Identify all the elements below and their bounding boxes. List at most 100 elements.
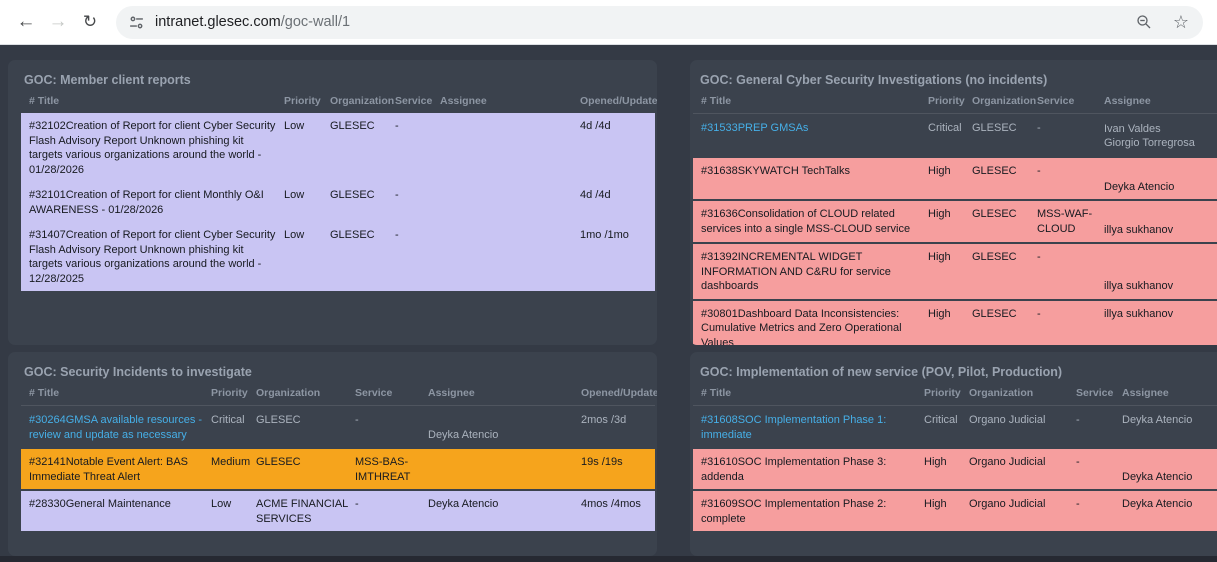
row-title[interactable]: #30264GMSA available resources - review … (21, 407, 211, 447)
row-priority: Critical (924, 414, 958, 426)
site-info-tune-icon[interactable] (128, 14, 145, 31)
row-priority: High (928, 251, 951, 263)
column-header: # Title (701, 95, 732, 107)
row-service: - (355, 414, 359, 426)
column-header: # Title (29, 387, 60, 399)
row-priority: Critical (211, 414, 245, 426)
url-text[interactable]: intranet.glesec.com/goc-wall/1 (155, 14, 350, 30)
row-assignee (440, 222, 580, 291)
row-service: - (1037, 307, 1041, 320)
table-row[interactable]: #31533PREP GMSAs Critical GLESEC - Ivan Vald… (693, 115, 1217, 156)
row-title: #31610SOC Implementation Phase 3: addend… (701, 456, 887, 483)
row-assignee: Deyka Atencio (428, 428, 499, 441)
column-header-row: # Title Priority Organization Service Assign… (693, 92, 1217, 114)
table-row: #31638SKYWATCH TechTalks High GLESEC - Deyka… (693, 158, 1217, 199)
row-service: - (395, 229, 399, 241)
panel-security-incidents: GOC: Security Incidents to investigate #… (8, 352, 657, 556)
row-priority: Low (211, 498, 232, 510)
table-row: #31610SOC Implementation Phase 3: addend… (693, 449, 1217, 489)
row-service: - (355, 498, 359, 510)
row-organization: GLESEC (256, 414, 301, 426)
row-organization: GLESEC (972, 165, 1017, 177)
panel-title: GOC: Member client reports (24, 73, 191, 87)
panel-member-client-reports: GOC: Member client reports # Title Priori… (8, 60, 657, 345)
panel-title: GOC: General Cyber Security Investigatio… (700, 73, 1048, 87)
column-header: Assignee (428, 387, 475, 399)
column-header: Organization (972, 95, 1037, 107)
panel-general-investigations: GOC: General Cyber Security Investigatio… (690, 60, 1217, 345)
row-priority: Low (284, 229, 305, 241)
row-organization: Organo Judicial (969, 456, 1046, 468)
row-priority: High (928, 165, 951, 177)
row-organization: Organo Judicial (969, 498, 1046, 510)
column-header: Service (355, 387, 393, 399)
zoom-indicator-icon[interactable] (1135, 13, 1153, 31)
row-priority: Low (284, 189, 305, 201)
row-priority: High (928, 307, 951, 320)
row-title[interactable]: #31533PREP GMSAs (693, 115, 928, 156)
table-row: #28330General Maintenance Low ACME FINANCI… (21, 491, 655, 531)
goc-wall: GOC: Member client reports # Title Priori… (0, 45, 1217, 556)
row-title: #31392INCREMENTAL WIDGET INFORMATION AND… (701, 251, 891, 292)
row-opened-updated: 2mos /3d (581, 414, 627, 426)
panel-implementation: GOC: Implementation of new service (POV,… (690, 352, 1217, 556)
column-header: Priority (211, 387, 248, 399)
row-organization: GLESEC (972, 307, 1017, 320)
column-header: Organization (256, 387, 321, 399)
table-row[interactable]: #30264GMSA available resources - review … (21, 407, 655, 447)
goc-wall-page: GOC: Member client reports # Title Priori… (0, 45, 1217, 562)
row-organization: GLESEC (330, 229, 375, 241)
row-title: #28330General Maintenance (29, 498, 171, 510)
row-priority: Critical (928, 122, 962, 134)
row-organization: GLESEC (972, 122, 1017, 134)
row-assignee: Deyka Atencio (1104, 180, 1175, 193)
row-organization: GLESEC (330, 189, 375, 201)
table-row: #31392INCREMENTAL WIDGET INFORMATION AND… (693, 244, 1217, 299)
column-header-row: # Title Priority Organization Service Assign… (21, 92, 657, 113)
row-service: - (1076, 498, 1080, 510)
row-service: - (1037, 251, 1041, 263)
row-assignee: illya sukhanov (1104, 223, 1174, 236)
address-bar[interactable]: intranet.glesec.com/goc-wall/1 ☆ (116, 5, 1203, 39)
row-service: - (1037, 122, 1041, 134)
row-priority: High (924, 456, 947, 468)
row-assignee (440, 182, 580, 222)
table-row: #32101Creation of Report for client Mont… (21, 182, 655, 222)
row-service: MSS-BAS-IMTHREAT (355, 456, 411, 483)
column-header: Priority (924, 387, 961, 399)
row-title: #30801Dashboard Data Inconsistencies: Cu… (701, 307, 902, 346)
reload-button[interactable]: ↻ (82, 12, 98, 31)
browser-toolbar: ← → ↻ intranet.glesec.com/goc-wall/1 ☆ (0, 0, 1217, 45)
panel-title: GOC: Security Incidents to investigate (24, 365, 252, 379)
column-header: Opened/Updated (581, 387, 657, 399)
ticket-link[interactable]: #31533PREP GMSAs (701, 122, 809, 134)
table-row[interactable]: #31608SOC Implementation Phase 1: immedi… (693, 407, 1217, 447)
row-title[interactable]: #31608SOC Implementation Phase 1: immedi… (693, 407, 924, 447)
bookmark-star-icon[interactable]: ☆ (1172, 11, 1189, 32)
row-opened-updated: 4d /4d (580, 120, 611, 132)
back-button[interactable]: ← (16, 11, 36, 32)
forward-button[interactable]: → (48, 11, 68, 32)
ticket-link[interactable]: #31608SOC Implementation Phase 1: immedi… (701, 414, 887, 441)
column-header-row: # Title Priority Organization Service Assign… (693, 384, 1217, 406)
row-priority: Low (284, 120, 305, 132)
row-priority: High (928, 208, 951, 220)
row-title: #31407Creation of Report for client Cybe… (29, 229, 276, 285)
panel-rows: #31533PREP GMSAs Critical GLESEC - Ivan Vald… (693, 115, 1217, 345)
row-title: #32141Notable Event Alert: BAS Immediate… (29, 456, 188, 483)
column-header: Assignee (440, 95, 487, 107)
table-row: #30801Dashboard Data Inconsistencies: Cu… (693, 300, 1217, 346)
row-organization: ACME FINANCIAL SERVICES (256, 498, 348, 525)
row-assignee: illya sukhanov (1104, 280, 1174, 292)
column-header: Priority (284, 95, 321, 107)
panel-rows: #31608SOC Implementation Phase 1: immedi… (693, 407, 1217, 531)
column-header: Assignee (1122, 387, 1169, 399)
row-service: - (1076, 414, 1080, 426)
row-priority: High (924, 498, 947, 510)
ticket-link[interactable]: #30264GMSA available resources - review … (29, 414, 203, 441)
column-header: Opened/Updated (580, 95, 657, 107)
row-title: #32101Creation of Report for client Mont… (29, 189, 264, 216)
row-priority: Medium (211, 456, 251, 468)
row-opened-updated: 4mos /4mos (581, 498, 641, 510)
panel-rows: #30264GMSA available resources - review … (21, 407, 655, 531)
